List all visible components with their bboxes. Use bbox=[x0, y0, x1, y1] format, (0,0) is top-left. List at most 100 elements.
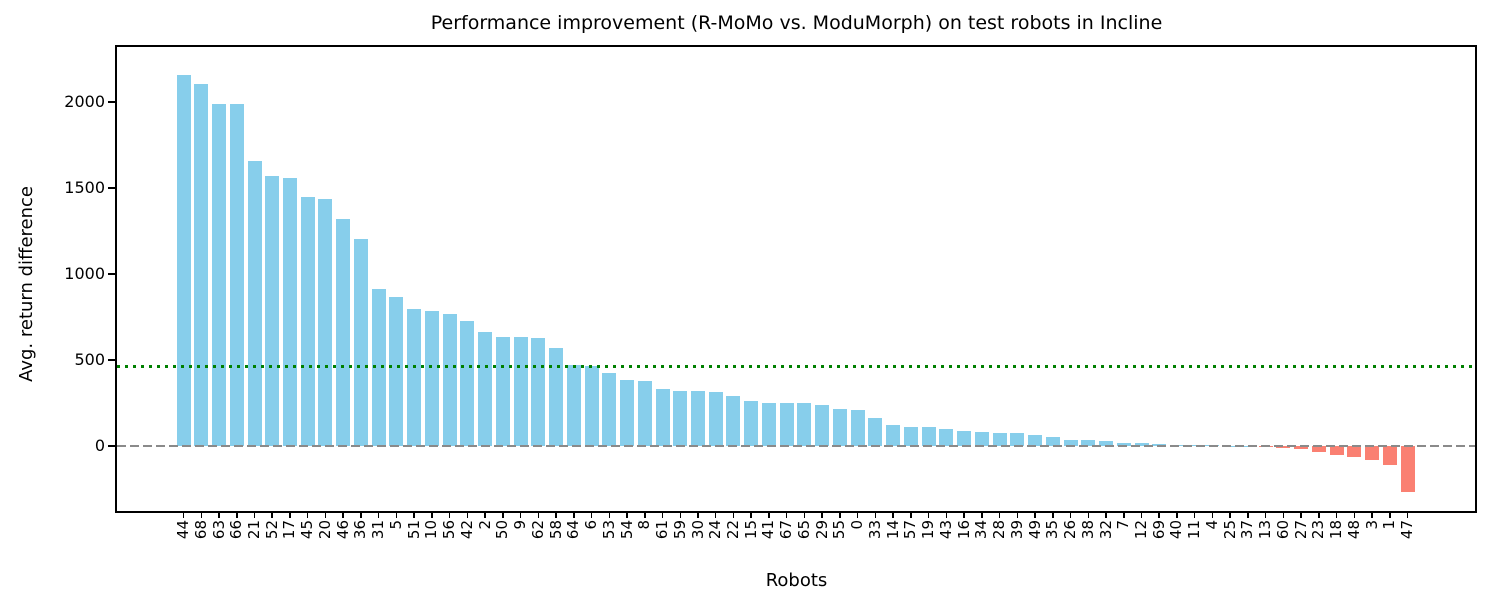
x-tick-label: 32 bbox=[1096, 520, 1115, 540]
x-tick-mark bbox=[182, 513, 185, 518]
x-tick-mark bbox=[1016, 513, 1018, 518]
y-tick-label: 1500 bbox=[64, 178, 105, 197]
x-tick-mark bbox=[1282, 513, 1285, 518]
bar-robot-6 bbox=[584, 365, 599, 446]
x-tick-mark bbox=[1371, 513, 1373, 518]
x-tick-label: 18 bbox=[1327, 520, 1346, 540]
x-tick-label: 54 bbox=[617, 520, 636, 540]
bar-robot-16 bbox=[957, 430, 972, 446]
x-tick-label: 30 bbox=[688, 520, 707, 540]
x-tick-label: 58 bbox=[546, 520, 565, 540]
x-tick-label: 21 bbox=[245, 520, 263, 540]
x-tick-mark bbox=[1264, 513, 1267, 518]
x-tick-mark bbox=[377, 513, 380, 518]
x-tick-mark bbox=[927, 513, 930, 518]
bar-robot-27 bbox=[1294, 446, 1309, 450]
bar-robot-10 bbox=[424, 311, 439, 446]
x-tick-label: 17 bbox=[280, 520, 299, 540]
bar-robot-47 bbox=[1400, 446, 1415, 492]
x-tick-label: 9 bbox=[511, 520, 530, 530]
bar-robot-55 bbox=[832, 408, 847, 446]
bar-robot-41 bbox=[761, 402, 776, 446]
x-tick-label: 69 bbox=[1149, 520, 1168, 540]
x-tick-label: 45 bbox=[298, 520, 317, 540]
bar-robot-64 bbox=[566, 365, 581, 446]
chart-title: Performance improvement (R-MoMo vs. Modu… bbox=[430, 12, 1163, 34]
x-tick-mark bbox=[1176, 513, 1178, 518]
x-tick-mark bbox=[236, 513, 238, 518]
bar-robot-44 bbox=[176, 74, 191, 446]
bar-robot-53 bbox=[602, 373, 617, 446]
x-tick-label: 40 bbox=[1167, 520, 1186, 540]
bar-robot-18 bbox=[1329, 446, 1344, 456]
x-tick-mark bbox=[431, 513, 433, 518]
x-tick-mark bbox=[289, 513, 291, 518]
x-tick-mark bbox=[874, 513, 877, 518]
x-tick-mark bbox=[1406, 513, 1409, 518]
x-tick-mark bbox=[519, 513, 522, 518]
x-tick-mark bbox=[1389, 513, 1391, 518]
bar-robot-63 bbox=[212, 103, 226, 446]
x-tick-mark bbox=[253, 513, 256, 518]
x-tick-label: 23 bbox=[1309, 520, 1328, 540]
x-tick-mark bbox=[1158, 513, 1160, 518]
x-tick-label: 50 bbox=[493, 520, 512, 540]
x-tick-label: 37 bbox=[1238, 520, 1257, 540]
x-tick-mark bbox=[892, 513, 894, 518]
bar-robot-61 bbox=[655, 389, 670, 446]
x-tick-mark bbox=[697, 513, 699, 518]
x-tick-label: 59 bbox=[670, 520, 689, 540]
bar-robot-30 bbox=[691, 391, 705, 446]
x-tick-mark bbox=[608, 513, 610, 518]
x-tick-label: 41 bbox=[759, 520, 778, 540]
x-tick-label: 66 bbox=[227, 520, 246, 540]
bar-robot-29 bbox=[815, 404, 830, 446]
bar-robot-39 bbox=[1010, 433, 1025, 446]
x-tick-label: 15 bbox=[741, 520, 760, 540]
bar-robot-2 bbox=[478, 331, 493, 446]
x-tick-label: 22 bbox=[723, 520, 742, 540]
x-tick-label: 42 bbox=[457, 520, 476, 540]
x-tick-mark bbox=[1300, 513, 1302, 518]
x-tick-label: 25 bbox=[1220, 520, 1239, 540]
x-tick-label: 63 bbox=[209, 520, 228, 540]
x-tick-label: 35 bbox=[1043, 520, 1062, 540]
x-tick-mark bbox=[856, 513, 859, 518]
bar-robot-67 bbox=[779, 402, 794, 446]
x-tick-label: 53 bbox=[599, 520, 618, 540]
x-tick-label: 48 bbox=[1344, 520, 1363, 540]
x-tick-mark bbox=[821, 513, 823, 518]
x-tick-label: 4 bbox=[1202, 520, 1221, 530]
x-tick-label: 8 bbox=[635, 520, 654, 530]
x-tick-mark bbox=[981, 513, 983, 518]
x-tick-mark bbox=[1335, 513, 1338, 518]
bar-robot-54 bbox=[620, 380, 634, 446]
x-tick-label: 52 bbox=[262, 520, 281, 540]
bar-robot-33 bbox=[868, 418, 883, 446]
x-tick-label: 36 bbox=[351, 520, 370, 540]
x-tick-mark bbox=[1034, 513, 1036, 518]
bar-robot-52 bbox=[265, 176, 280, 446]
bar-robot-1 bbox=[1382, 446, 1397, 466]
x-tick-mark bbox=[537, 513, 539, 518]
x-tick-label: 57 bbox=[901, 520, 920, 540]
x-tick-mark bbox=[324, 513, 327, 518]
x-tick-label: 10 bbox=[422, 520, 441, 540]
x-tick-label: 7 bbox=[1114, 520, 1133, 530]
bar-robot-0 bbox=[850, 409, 865, 446]
x-tick-label: 68 bbox=[191, 520, 210, 540]
y-tick-mark bbox=[108, 187, 116, 189]
x-tick-mark bbox=[413, 513, 415, 518]
x-tick-label: 39 bbox=[1007, 520, 1026, 540]
bar-robot-26 bbox=[1063, 439, 1078, 446]
bar-robot-42 bbox=[460, 321, 475, 446]
bar-robot-20 bbox=[318, 199, 333, 446]
bar-robot-15 bbox=[744, 400, 759, 446]
x-axis-label: Robots bbox=[765, 570, 828, 591]
bar-robot-23 bbox=[1311, 446, 1326, 453]
bar-robot-43 bbox=[939, 428, 954, 446]
y-tick-mark bbox=[108, 101, 116, 103]
y-tick-label: 500 bbox=[74, 350, 105, 369]
x-tick-label: 44 bbox=[174, 520, 192, 540]
